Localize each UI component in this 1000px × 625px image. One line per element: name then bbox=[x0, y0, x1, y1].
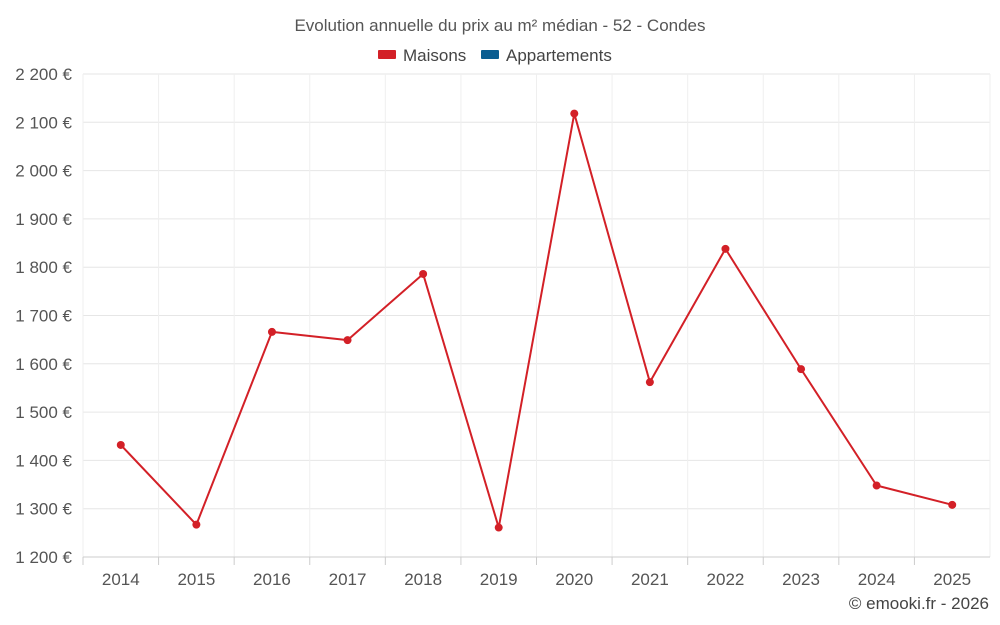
legend-item-appartements[interactable]: Appartements bbox=[481, 46, 612, 65]
y-axis: 1 200 € 1 300 € 1 400 € 1 500 € 1 600 € 1 700… bbox=[15, 65, 72, 567]
y-tick-label: 1 900 € bbox=[15, 210, 72, 229]
y-tick-label: 2 100 € bbox=[15, 113, 72, 132]
y-tick-label: 2 200 € bbox=[15, 65, 72, 84]
chart-title: Evolution annuelle du prix au m² médian … bbox=[294, 16, 705, 35]
x-tick-label: 2018 bbox=[404, 570, 442, 589]
legend-label-appartements: Appartements bbox=[506, 46, 612, 65]
data-point-maisons-2025[interactable] bbox=[948, 500, 957, 509]
x-tick-label: 2020 bbox=[555, 570, 593, 589]
legend-item-maisons[interactable]: Maisons bbox=[378, 46, 466, 65]
x-tick-label: 2025 bbox=[933, 570, 971, 589]
y-tick-label: 1 800 € bbox=[15, 258, 72, 277]
y-tick-label: 1 200 € bbox=[15, 548, 72, 567]
legend-swatch-appartements bbox=[481, 50, 499, 59]
y-tick-label: 1 300 € bbox=[15, 500, 72, 519]
data-point-maisons-2018[interactable] bbox=[419, 269, 428, 278]
x-tick-label: 2019 bbox=[480, 570, 518, 589]
data-point-maisons-2023[interactable] bbox=[797, 365, 806, 374]
y-tick-label: 2 000 € bbox=[15, 162, 72, 181]
data-point-maisons-2019[interactable] bbox=[494, 523, 503, 532]
data-point-maisons-2014[interactable] bbox=[116, 440, 125, 449]
data-point-maisons-2016[interactable] bbox=[267, 327, 276, 336]
x-tick-label: 2024 bbox=[858, 570, 896, 589]
data-point-maisons-2022[interactable] bbox=[721, 244, 730, 253]
x-tick-label: 2023 bbox=[782, 570, 820, 589]
data-point-maisons-2020[interactable] bbox=[570, 109, 579, 118]
x-axis: 2014 2015 2016 2017 2018 2019 2020 2021 2022 2023… bbox=[82, 556, 990, 589]
data-point-maisons-2024[interactable] bbox=[872, 481, 881, 490]
x-tick-label: 2021 bbox=[631, 570, 669, 589]
series-maisons bbox=[116, 109, 957, 532]
x-tick-label: 2022 bbox=[707, 570, 745, 589]
x-tick-label: 2014 bbox=[102, 570, 140, 589]
credit-text: © emooki.fr - 2026 bbox=[849, 594, 989, 613]
x-tick-label: 2015 bbox=[177, 570, 215, 589]
y-tick-label: 1 600 € bbox=[15, 355, 72, 374]
data-point-maisons-2015[interactable] bbox=[192, 520, 201, 529]
legend-swatch-maisons bbox=[378, 50, 396, 59]
y-tick-label: 1 500 € bbox=[15, 403, 72, 422]
y-tick-label: 1 400 € bbox=[15, 451, 72, 470]
legend: Maisons Appartements bbox=[378, 46, 612, 65]
series-line-maisons bbox=[120, 112, 953, 529]
legend-label-maisons: Maisons bbox=[403, 46, 466, 65]
x-tick-label: 2016 bbox=[253, 570, 291, 589]
y-tick-label: 1 700 € bbox=[15, 307, 72, 326]
data-point-maisons-2021[interactable] bbox=[645, 378, 654, 387]
x-tick-label: 2017 bbox=[329, 570, 367, 589]
data-point-maisons-2017[interactable] bbox=[343, 336, 352, 345]
